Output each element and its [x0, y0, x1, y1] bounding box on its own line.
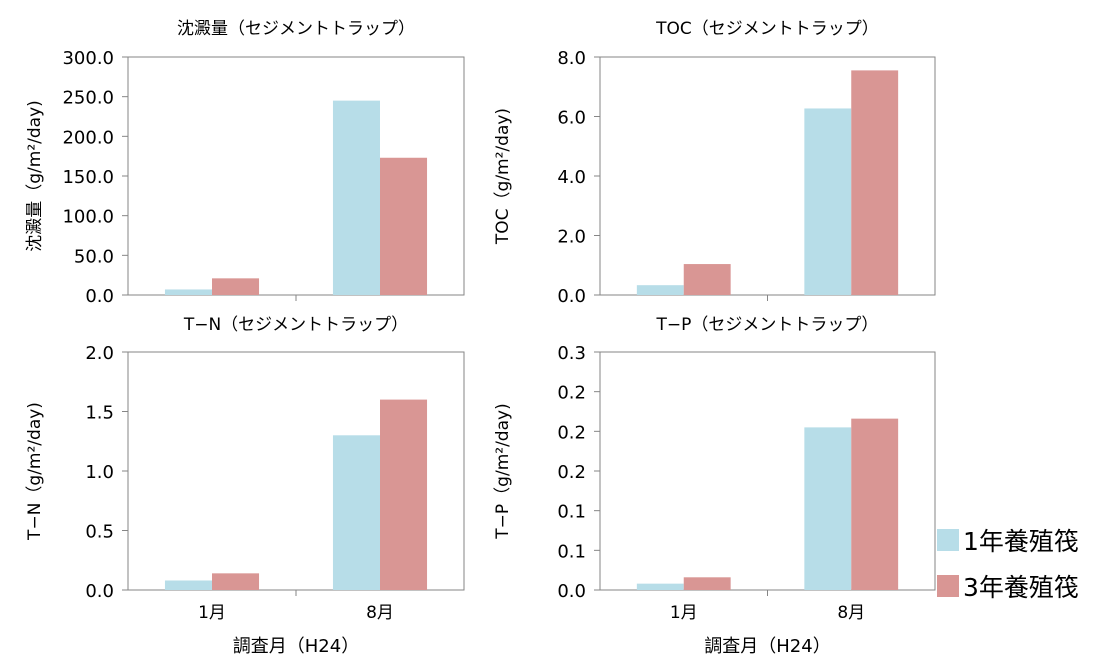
- y-tick-label-0-2: 100.0: [62, 207, 114, 228]
- y-tick-label-2-0: 0.0: [85, 581, 114, 602]
- legend-item-series1: 1年養殖筏: [937, 520, 1079, 560]
- bar-2-1-1: [380, 399, 428, 590]
- bar-0-1-0: [332, 100, 380, 295]
- legend-label-series2: 3年養殖筏: [963, 573, 1079, 602]
- y-tick-label-2-4: 2.0: [85, 343, 114, 364]
- y-tick-label-1-3: 6.0: [557, 108, 586, 129]
- y-tick-label-1-4: 8.0: [557, 48, 586, 69]
- y-tick-label-2-1: 0.5: [85, 522, 114, 543]
- y-tick-label-3-0: 0.0: [557, 581, 586, 602]
- bar-3-1-0: [804, 427, 852, 590]
- x-tick-label-2-1: 8月: [366, 603, 394, 623]
- x-axis-label-2: 調査月（H24）: [233, 636, 359, 657]
- bar-3-0-0: [636, 583, 684, 590]
- bar-0-0-0: [164, 289, 212, 295]
- y-tick-label-2-2: 1.0: [85, 462, 114, 483]
- bar-1-1-0: [804, 108, 852, 295]
- legend-item-series2: 3年養殖筏: [937, 566, 1079, 606]
- chart-title-3: T−P（セジメントトラップ）: [656, 315, 879, 335]
- legend-label-series1: 1年養殖筏: [963, 527, 1079, 556]
- legend: 1年養殖筏 3年養殖筏: [937, 520, 1079, 606]
- bar-2-0-0: [164, 580, 212, 590]
- y-tick-label-0-6: 300.0: [62, 48, 114, 69]
- bar-0-0-1: [212, 278, 260, 295]
- y-tick-label-3-4: 0.2: [557, 422, 586, 443]
- bar-3-1-1: [851, 418, 899, 590]
- chart-title-1: TOC（セジメントトラップ）: [655, 19, 879, 39]
- y-tick-label-3-6: 0.3: [557, 343, 586, 364]
- y-tick-label-1-1: 2.0: [557, 227, 586, 248]
- y-tick-label-2-3: 1.5: [85, 403, 114, 424]
- x-tick-label-3-0: 1月: [670, 603, 698, 623]
- y-tick-label-0-3: 150.0: [62, 167, 114, 188]
- y-axis-label-1: TOC（g/m²/day): [493, 108, 513, 245]
- y-tick-label-0-0: 0.0: [85, 286, 114, 307]
- bar-0-1-1: [380, 157, 428, 295]
- bar-2-0-1: [212, 573, 260, 590]
- y-tick-label-3-5: 0.2: [557, 383, 586, 404]
- y-tick-label-1-0: 0.0: [557, 286, 586, 307]
- x-tick-label-3-1: 8月: [837, 603, 865, 623]
- legend-swatch-series1: [937, 529, 959, 551]
- y-axis-label-2: T−N（g/m²/day): [25, 402, 45, 541]
- bar-1-0-1: [683, 264, 731, 295]
- y-tick-label-3-3: 0.2: [557, 462, 586, 483]
- y-axis-label-0: 沈澱量（g/m²/day): [25, 100, 45, 252]
- y-tick-label-0-5: 250.0: [62, 88, 114, 109]
- y-tick-label-0-4: 200.0: [62, 127, 114, 148]
- y-axis-label-3: T−P（g/m²/day): [493, 403, 513, 539]
- x-axis-label-3: 調査月（H24）: [704, 636, 830, 657]
- chart-title-0: 沈澱量（セジメントトラップ）: [177, 19, 415, 39]
- y-tick-label-1-2: 4.0: [557, 167, 586, 188]
- y-tick-label-3-1: 0.1: [557, 541, 586, 562]
- bar-2-1-0: [332, 435, 380, 590]
- bar-1-0-0: [636, 285, 684, 295]
- chart-title-2: T−N（セジメントトラップ）: [183, 315, 408, 335]
- y-tick-label-3-2: 0.1: [557, 502, 586, 523]
- bar-1-1-1: [851, 70, 899, 295]
- bar-3-0-1: [683, 577, 731, 590]
- x-tick-label-2-0: 1月: [198, 603, 226, 623]
- y-tick-label-0-1: 50.0: [74, 246, 114, 267]
- legend-swatch-series2: [937, 575, 959, 597]
